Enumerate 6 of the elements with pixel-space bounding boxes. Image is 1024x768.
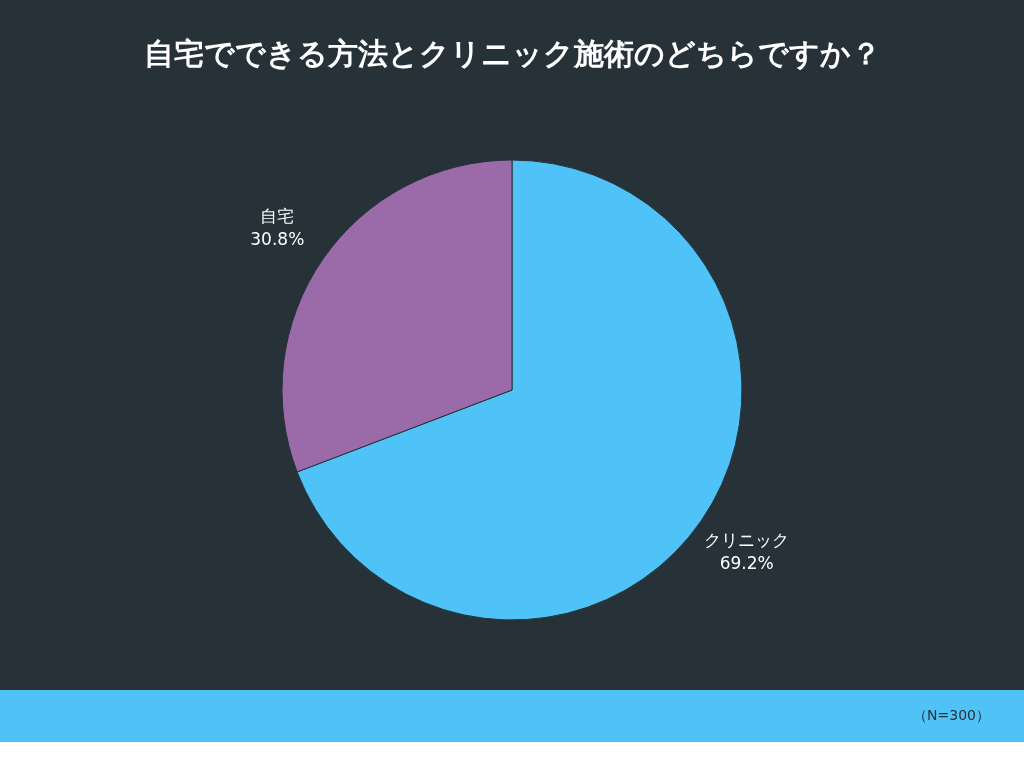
text: （N=300） — [913, 707, 990, 723]
data-label: 30.8% — [250, 229, 305, 250]
chart-title: 自宅でできる方法とクリニック施術のどちらですか？ — [143, 36, 881, 71]
data-label: 69.2% — [719, 552, 774, 573]
slice-label: 自宅 — [260, 206, 295, 227]
slice-label: クリニック — [704, 529, 790, 550]
